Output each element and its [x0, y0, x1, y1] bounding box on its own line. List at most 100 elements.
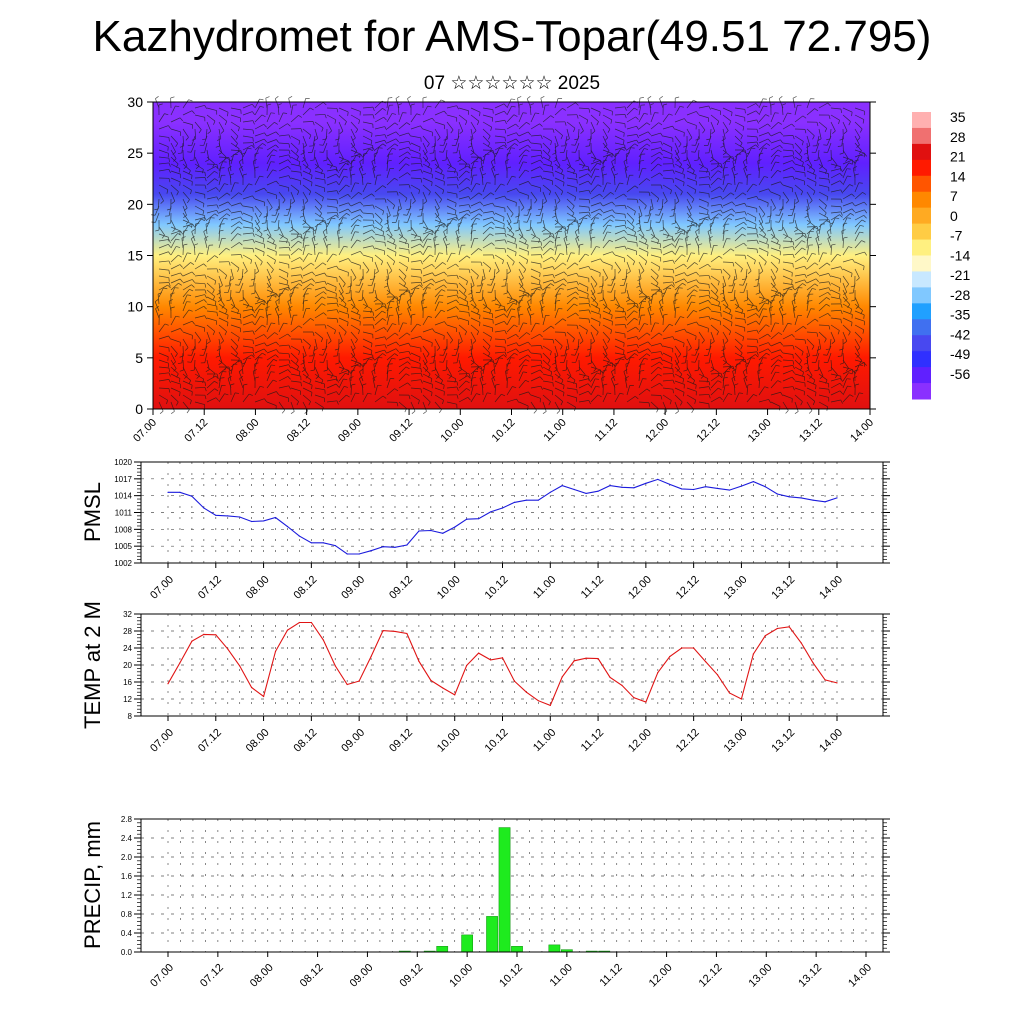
wind-barb-feather — [355, 129, 359, 133]
wind-barb-feather — [419, 147, 421, 152]
wind-barb-feather — [259, 213, 262, 218]
wind-barb-feather — [479, 165, 484, 169]
wind-barb — [422, 170, 433, 175]
wind-barb-feather — [287, 159, 291, 163]
wind-barb — [794, 156, 804, 163]
wind-barb-feather — [690, 220, 694, 225]
wind-barb-feather — [407, 172, 411, 176]
wind-barb-feather — [158, 103, 163, 106]
wind-barb-feather — [636, 139, 640, 144]
wind-barb — [350, 231, 356, 242]
wind-barb-feather — [751, 147, 756, 150]
wind-barb-feather — [562, 159, 567, 162]
wind-barb — [374, 175, 378, 186]
wind-barb — [842, 159, 853, 165]
wind-barb — [527, 205, 532, 216]
wind-barb — [242, 128, 253, 131]
wind-barb-feather — [657, 163, 662, 167]
wind-barb — [170, 230, 181, 235]
wind-barb — [722, 135, 725, 146]
wind-barb — [614, 193, 624, 200]
wind-barb — [373, 154, 376, 165]
wind-barb-feather — [214, 178, 219, 182]
wind-barb-feather — [384, 198, 387, 203]
wind-barb-feather — [155, 229, 160, 232]
wind-barb — [530, 112, 536, 123]
wind-barb — [396, 205, 400, 216]
wind-barb — [398, 240, 409, 245]
wind-barb-feather — [253, 159, 257, 162]
wind-barb-feather — [322, 220, 327, 224]
wind-barb-feather — [372, 107, 375, 112]
wind-barb-feather — [340, 158, 344, 162]
wind-barb — [830, 173, 841, 179]
wind-barb-feather — [671, 222, 676, 225]
wind-barb — [638, 105, 642, 116]
wind-barb — [742, 161, 748, 172]
wind-barb — [710, 107, 721, 112]
wind-barb-feather — [382, 210, 385, 215]
wind-barb-feather — [314, 138, 318, 141]
wind-barb-feather — [624, 205, 627, 210]
wind-barb — [782, 175, 793, 179]
wind-barb-feather — [600, 202, 604, 207]
wind-barb — [158, 125, 169, 130]
wind-barb — [230, 114, 241, 119]
wind-barb — [302, 219, 311, 228]
wind-barb — [624, 168, 628, 179]
wind-barb — [218, 121, 225, 131]
wind-barb — [266, 247, 277, 252]
wind-barb — [434, 110, 445, 116]
wind-barb — [626, 107, 635, 116]
wind-barb — [806, 198, 810, 209]
wind-barb — [338, 121, 344, 132]
wind-barb-feather — [658, 156, 662, 160]
wind-barb-feather — [636, 134, 639, 139]
wind-barb — [626, 134, 637, 137]
wind-barb — [686, 170, 697, 176]
wind-barb-feather — [336, 108, 339, 113]
wind-barb-feather — [370, 140, 373, 145]
wind-barb — [554, 156, 561, 166]
wind-barb — [710, 195, 721, 200]
wind-barb — [434, 191, 442, 200]
wind-barb — [398, 140, 409, 144]
wind-barb-feather — [188, 99, 193, 102]
wind-barb-feather — [215, 187, 219, 191]
wind-barb — [732, 161, 736, 172]
wind-barb-feather — [237, 233, 242, 236]
wind-barb — [278, 123, 288, 130]
wind-barb — [722, 107, 733, 113]
wind-barb — [482, 154, 486, 165]
wind-barb — [434, 219, 445, 224]
wind-barb — [647, 212, 652, 223]
wind-barb — [674, 170, 685, 175]
wind-barb — [266, 161, 272, 172]
wind-barb-feather — [423, 200, 428, 204]
wind-barb-feather — [720, 163, 723, 168]
wind-barb-feather — [358, 119, 361, 124]
wind-barb-feather — [252, 111, 256, 116]
wind-barb — [266, 198, 273, 208]
wind-barb-feather — [588, 168, 591, 173]
wind-barb-feather — [394, 122, 399, 126]
wind-barb — [695, 231, 700, 242]
wind-barb — [313, 149, 316, 160]
wind-barb — [398, 233, 407, 241]
wind-barb-feather — [762, 147, 768, 149]
wind-barb — [350, 142, 358, 152]
wind-barb-feather — [422, 96, 427, 99]
wind-barb-feather — [607, 224, 612, 227]
wind-barb-feather — [456, 176, 459, 181]
wind-barb — [758, 138, 769, 144]
wind-barb — [746, 147, 752, 158]
wind-barb — [816, 135, 820, 146]
wind-barb-feather — [790, 208, 795, 211]
wind-barb — [182, 225, 189, 235]
wind-barb — [398, 198, 402, 209]
wind-barb-feather — [574, 196, 577, 201]
wind-barb-feather — [756, 119, 759, 124]
wind-barb-feather — [683, 182, 685, 187]
wind-barb — [386, 148, 393, 158]
wind-barb — [602, 192, 611, 200]
